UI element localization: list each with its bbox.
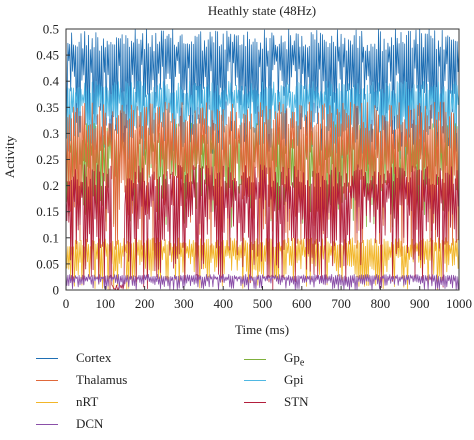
legend-swatch-dcn — [36, 423, 58, 425]
legend-item-thalamus: Thalamus — [36, 372, 127, 388]
x-tick-label: 600 — [292, 296, 312, 311]
x-axis-label: Time (ms) — [235, 322, 289, 337]
legend-swatch-cortex — [36, 357, 58, 359]
legend-item-gpe: Gpe — [244, 350, 304, 369]
series-line-nrt — [65, 237, 460, 290]
legend-swatch-thalamus — [36, 379, 58, 381]
x-tick-label: 1000 — [446, 296, 472, 311]
legend-swatch-gpe — [244, 358, 266, 360]
series-line-dcn — [65, 273, 460, 291]
y-tick-label: 0.15 — [36, 204, 59, 219]
legend-item-dcn: DCN — [36, 416, 103, 432]
legend-item-nrt: nRT — [36, 394, 98, 410]
y-tick-label: 0.5 — [43, 22, 59, 37]
y-tick-label: 0.35 — [36, 100, 59, 115]
x-tick-label: 900 — [410, 296, 430, 311]
series-line-stn — [65, 164, 460, 291]
y-tick-label: 0.2 — [43, 178, 59, 193]
x-tick-label: 300 — [174, 296, 194, 311]
legend-label-thalamus: Thalamus — [76, 372, 128, 387]
x-tick-label: 100 — [96, 296, 116, 311]
legend-item-gpi: Gpi — [244, 372, 304, 388]
series-line-thalamus — [65, 101, 460, 264]
x-tick-label: 400 — [213, 296, 233, 311]
x-tick-label: 200 — [135, 296, 155, 311]
legend-label-gpi: Gpi — [284, 372, 304, 387]
legend-label-dcn: DCN — [76, 416, 104, 431]
y-axis-label: Activity — [2, 135, 17, 178]
legend-swatch-stn — [244, 401, 266, 403]
x-tick-label: 800 — [371, 296, 391, 311]
legend-label-nrt: nRT — [76, 394, 99, 409]
legend-label-gpe-sub: e — [299, 357, 305, 369]
y-tick-label: 0.3 — [43, 126, 59, 141]
legend: Cortex Thalamus nRT DCN Gpe Gpi STN — [36, 350, 456, 436]
series-line-cortex — [65, 28, 460, 155]
x-tick-label: 500 — [253, 296, 273, 311]
plot-area — [65, 28, 460, 291]
legend-swatch-nrt — [36, 401, 58, 403]
x-tick-label: 0 — [63, 296, 70, 311]
y-tick-label: 0.4 — [43, 74, 60, 89]
axes: 0 100 200 300 400 500 600 700 800 900 1000 0 0.05 0.1… — [36, 22, 472, 312]
y-tick-label: 0.25 — [36, 152, 59, 167]
legend-label-cortex: Cortex — [76, 350, 112, 365]
legend-label-stn: STN — [284, 394, 309, 409]
y-tick-label: 0 — [53, 283, 60, 298]
y-tick-label: 0.45 — [36, 48, 59, 63]
legend-item-stn: STN — [244, 394, 309, 410]
chart-title: Heathly state (48Hz) — [208, 3, 316, 18]
legend-item-cortex: Cortex — [36, 350, 111, 366]
series-line-gpi — [65, 80, 460, 160]
line-chart: Heathly state (48Hz) Activity Time (ms) … — [2, 3, 472, 337]
legend-label-gpe-main: Gp — [284, 350, 300, 365]
x-tick-label: 700 — [331, 296, 351, 311]
y-tick-label: 0.1 — [43, 230, 59, 245]
y-tick-label: 0.05 — [36, 256, 59, 271]
legend-swatch-gpi — [244, 379, 266, 381]
legend-label-gpe: Gpe — [284, 350, 304, 369]
